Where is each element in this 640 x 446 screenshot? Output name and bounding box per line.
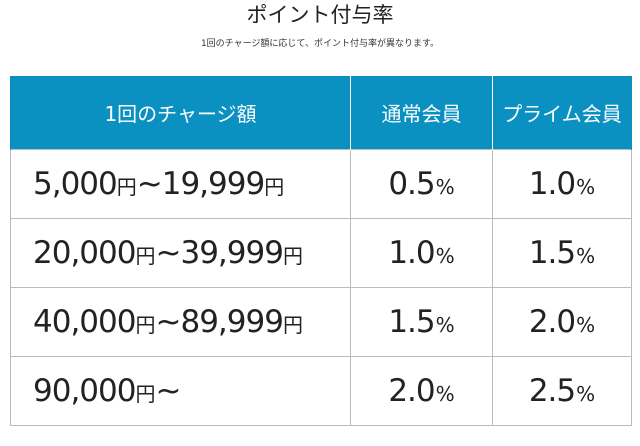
rate-value: 2.0 — [528, 304, 576, 340]
rate-value: 0.5 — [388, 166, 435, 202]
range-to: 19,999 — [161, 166, 265, 202]
header-prime-member: プライム会員 — [492, 76, 632, 150]
percent-unit: % — [435, 382, 455, 406]
point-rate-table: 1回のチャージ額 通常会員 プライム会員 5,000円~19,999円 0.5%… — [10, 76, 632, 426]
percent-unit: % — [435, 244, 455, 268]
yen-unit: 円 — [264, 175, 285, 199]
charge-range-cell: 90,000円~ — [10, 356, 351, 426]
header-normal-member: 通常会員 — [350, 76, 493, 150]
percent-unit: % — [576, 244, 596, 268]
rate-value: 1.0 — [388, 235, 435, 271]
charge-range-cell: 20,000円~39,999円 — [10, 218, 351, 288]
rate-value: 1.5 — [528, 235, 576, 271]
range-to: 39,999 — [180, 235, 283, 271]
rate-value: 1.0 — [528, 166, 576, 202]
page-title: ポイント付与率 — [246, 3, 394, 27]
range-from: 90,000 — [33, 373, 136, 409]
table-row: 90,000円~ 2.0% 2.5% — [10, 356, 632, 426]
range-tilde: ~ — [155, 304, 181, 340]
range-to: 89,999 — [180, 304, 283, 340]
yen-unit: 円 — [282, 244, 303, 268]
table-header-row: 1回のチャージ額 通常会員 プライム会員 — [10, 76, 632, 150]
prime-rate-cell: 1.5% — [492, 218, 632, 288]
percent-unit: % — [435, 175, 455, 199]
table-row: 5,000円~19,999円 0.5% 1.0% — [10, 149, 632, 219]
rate-value: 2.0 — [388, 373, 435, 409]
yen-unit: 円 — [135, 244, 156, 268]
yen-unit: 円 — [116, 175, 137, 199]
rate-value: 2.5 — [528, 373, 576, 409]
yen-unit: 円 — [135, 382, 156, 406]
range-tilde: ~ — [155, 235, 181, 271]
normal-rate-cell: 1.5% — [350, 287, 493, 357]
normal-rate-cell: 2.0% — [350, 356, 493, 426]
page-subtitle: 1回のチャージ額に応じて、ポイント付与率が異なります。 — [200, 39, 440, 49]
percent-unit: % — [576, 382, 596, 406]
percent-unit: % — [576, 313, 596, 337]
normal-rate-cell: 0.5% — [350, 149, 493, 219]
percent-unit: % — [435, 313, 455, 337]
range-from: 5,000 — [33, 166, 118, 202]
normal-rate-cell: 1.0% — [350, 218, 493, 288]
percent-unit: % — [576, 175, 596, 199]
yen-unit: 円 — [282, 313, 303, 337]
range-tilde: ~ — [155, 373, 181, 409]
header-charge-amount: 1回のチャージ額 — [10, 76, 351, 150]
charge-range-cell: 40,000円~89,999円 — [10, 287, 351, 357]
prime-rate-cell: 2.5% — [492, 356, 632, 426]
range-tilde: ~ — [136, 166, 163, 202]
table-row: 40,000円~89,999円 1.5% 2.0% — [10, 287, 632, 357]
prime-rate-cell: 2.0% — [492, 287, 632, 357]
rate-value: 1.5 — [388, 304, 435, 340]
table-row: 20,000円~39,999円 1.0% 1.5% — [10, 218, 632, 288]
prime-rate-cell: 1.0% — [492, 149, 632, 219]
yen-unit: 円 — [135, 313, 156, 337]
range-from: 40,000 — [33, 304, 136, 340]
range-from: 20,000 — [33, 235, 136, 271]
charge-range-cell: 5,000円~19,999円 — [10, 149, 351, 219]
